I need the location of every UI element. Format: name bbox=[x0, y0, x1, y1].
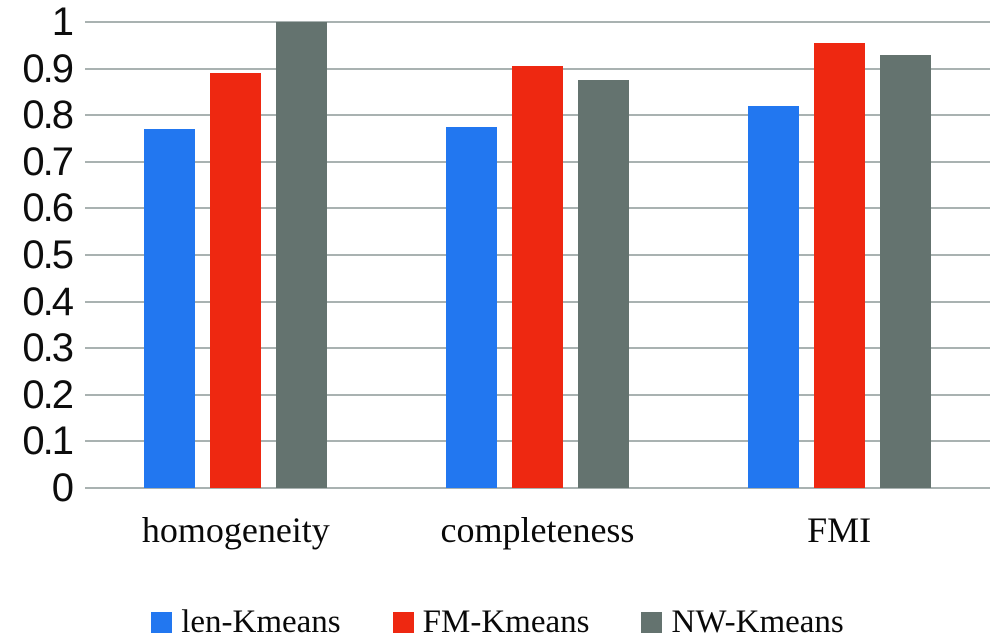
y-tick-label: 0.2 bbox=[22, 372, 74, 417]
legend-label: NW-Kmeans bbox=[671, 604, 844, 640]
category-label-fmi: FMI bbox=[807, 510, 872, 550]
bar-fm-kmeans-completeness bbox=[512, 66, 563, 488]
legend-swatch-nw-kmeans bbox=[641, 611, 663, 633]
y-tick-label: 0.9 bbox=[22, 46, 74, 91]
legend-swatch-len-kmeans bbox=[151, 611, 173, 633]
y-tick-label: 0.6 bbox=[22, 186, 74, 231]
y-tick-label: 0.3 bbox=[22, 326, 74, 371]
legend: len-Kmeans FM-Kmeans NW-Kmeans bbox=[0, 602, 995, 642]
y-tick-label: 0.7 bbox=[22, 139, 74, 184]
bar-nw-kmeans-fmi bbox=[879, 54, 931, 488]
bar-nw-kmeans-completeness bbox=[578, 80, 629, 488]
y-tick-label: 1 bbox=[51, 0, 74, 44]
y-tick-label: 0.4 bbox=[22, 279, 74, 324]
bar-len-kmeans-homogeneity bbox=[144, 129, 196, 488]
legend-item-fm-kmeans: FM-Kmeans bbox=[392, 603, 590, 641]
legend-item-len-kmeans: len-Kmeans bbox=[151, 603, 341, 641]
category-label-completeness: completeness bbox=[440, 510, 635, 550]
bar-len-kmeans-fmi bbox=[747, 105, 799, 488]
legend-swatch-fm-kmeans bbox=[392, 611, 414, 633]
bar-fm-kmeans-homogeneity bbox=[210, 73, 262, 488]
gridline bbox=[85, 21, 990, 23]
legend-item-nw-kmeans: NW-Kmeans bbox=[641, 603, 844, 641]
legend-label: len-Kmeans bbox=[181, 604, 341, 640]
bar-len-kmeans-completeness bbox=[446, 126, 497, 488]
category-label-homogeneity: homogeneity bbox=[141, 510, 330, 550]
gridline bbox=[85, 487, 990, 489]
y-tick-label: 0 bbox=[51, 466, 74, 510]
legend-label: FM-Kmeans bbox=[422, 604, 590, 640]
bar-nw-kmeans-homogeneity bbox=[276, 22, 328, 488]
y-tick-label: 0.1 bbox=[22, 419, 74, 464]
y-tick-label: 0.5 bbox=[22, 233, 74, 277]
y-tick-label: 0.8 bbox=[22, 93, 74, 138]
bar-fm-kmeans-fmi bbox=[813, 42, 865, 488]
